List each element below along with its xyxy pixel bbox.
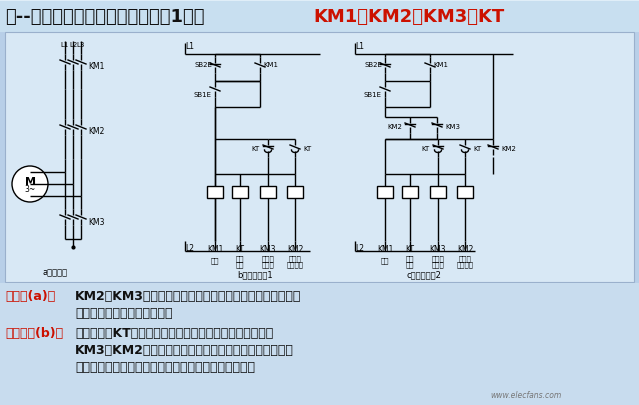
Text: c）控制电路2: c）控制电路2 xyxy=(406,269,442,278)
Text: L1: L1 xyxy=(185,42,194,51)
Text: KT: KT xyxy=(473,146,481,151)
Text: KM1: KM1 xyxy=(207,244,223,254)
Text: SB1E: SB1E xyxy=(194,92,212,98)
Bar xyxy=(402,187,418,198)
Text: L2: L2 xyxy=(69,42,77,48)
Bar xyxy=(457,187,473,198)
Text: KM1、KM2、KM3、KT: KM1、KM2、KM3、KT xyxy=(313,8,504,26)
Bar xyxy=(430,187,446,198)
Bar xyxy=(0,284,639,405)
Text: 结起动: 结起动 xyxy=(261,260,274,267)
Bar xyxy=(287,187,303,198)
Text: 控制电路(b)：: 控制电路(b)： xyxy=(5,326,63,339)
Text: KM3: KM3 xyxy=(88,217,105,226)
Text: 时间继电器KT的延时动断触点和延时动合触点似乎不会使: 时间继电器KT的延时动断触点和延时动合触点似乎不会使 xyxy=(75,326,273,339)
Text: 释放时间的离散性使得电路的工作状态存在不确定性。: 释放时间的离散性使得电路的工作状态存在不确定性。 xyxy=(75,360,255,373)
Text: 必须能够避免这种情况发生。: 必须能够避免这种情况发生。 xyxy=(75,306,173,319)
Bar xyxy=(232,187,248,198)
Text: KM2与KM3的主触点同时闭合，会造成电源短路，控制电路: KM2与KM3的主触点同时闭合，会造成电源短路，控制电路 xyxy=(75,289,302,302)
Text: L1: L1 xyxy=(355,42,364,51)
Bar xyxy=(0,0,639,2)
Text: a）主电路: a）主电路 xyxy=(42,267,68,276)
Text: 联结运行: 联结运行 xyxy=(286,260,304,267)
Text: KM2: KM2 xyxy=(501,146,516,151)
Text: 三角形: 三角形 xyxy=(289,254,302,261)
Circle shape xyxy=(12,166,48,202)
Text: KM1: KM1 xyxy=(433,62,448,68)
Text: SB2E: SB2E xyxy=(194,62,212,68)
Text: KM3: KM3 xyxy=(259,244,276,254)
Text: KM2: KM2 xyxy=(457,244,473,254)
Text: SB2E: SB2E xyxy=(364,62,382,68)
Text: M: M xyxy=(24,177,36,187)
Bar xyxy=(377,187,393,198)
Text: 3~: 3~ xyxy=(24,185,36,194)
Text: 运行: 运行 xyxy=(381,256,389,263)
Text: KM1: KM1 xyxy=(263,62,278,68)
Text: KM1: KM1 xyxy=(88,62,104,71)
Bar xyxy=(0,0,639,33)
Text: L1: L1 xyxy=(61,42,69,48)
Text: b）控制电路1: b）控制电路1 xyxy=(237,269,273,278)
Text: L2: L2 xyxy=(185,243,194,252)
Text: KM3和KM2的线圈同时得电，但是，接触器的吸合时间和: KM3和KM2的线圈同时得电，但是，接触器的吸合时间和 xyxy=(75,343,294,356)
Text: www.elecfans.com: www.elecfans.com xyxy=(490,390,561,399)
Text: SB1E: SB1E xyxy=(364,92,382,98)
Text: KT: KT xyxy=(422,146,430,151)
Text: KT: KT xyxy=(406,244,415,254)
Text: 星形联: 星形联 xyxy=(431,254,444,261)
Text: KM3: KM3 xyxy=(445,124,460,130)
Text: KM2: KM2 xyxy=(88,127,104,136)
Text: 三角形: 三角形 xyxy=(459,254,472,261)
Text: 星--三角变换减压起动控制电路（1）：: 星--三角变换减压起动控制电路（1）： xyxy=(5,8,204,26)
Text: 星形联: 星形联 xyxy=(261,254,274,261)
Text: KT: KT xyxy=(252,146,260,151)
Text: KM2: KM2 xyxy=(387,124,402,130)
Text: 联结运行: 联结运行 xyxy=(456,260,473,267)
Text: 运行: 运行 xyxy=(211,256,219,263)
Text: KM2: KM2 xyxy=(287,244,303,254)
Bar xyxy=(207,187,223,198)
Bar xyxy=(260,187,276,198)
Text: 时间: 时间 xyxy=(236,260,244,267)
Text: 主电路(a)：: 主电路(a)： xyxy=(5,289,55,302)
Text: 起动: 起动 xyxy=(236,254,244,261)
Text: L2: L2 xyxy=(355,243,364,252)
Text: KT: KT xyxy=(236,244,245,254)
Text: KM1: KM1 xyxy=(377,244,393,254)
Text: 结起动: 结起动 xyxy=(431,260,444,267)
Text: L3: L3 xyxy=(77,42,85,48)
Text: 起动: 起动 xyxy=(406,254,414,261)
Text: KT: KT xyxy=(303,146,311,151)
Text: 时间: 时间 xyxy=(406,260,414,267)
Bar xyxy=(5,33,634,282)
Text: KM3: KM3 xyxy=(430,244,446,254)
